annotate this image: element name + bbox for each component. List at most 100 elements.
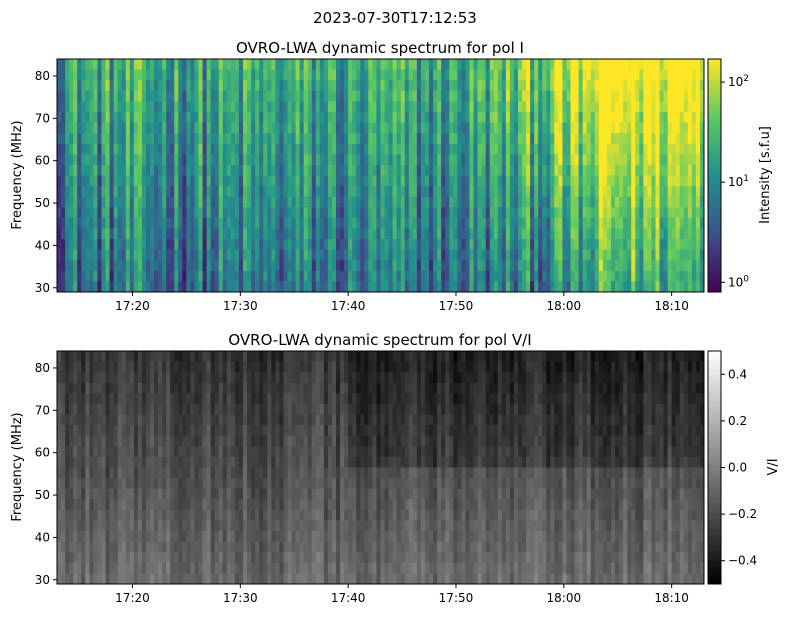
heatmap-cell xyxy=(85,541,90,553)
heatmap-cell xyxy=(501,90,507,102)
heatmap-cell xyxy=(150,456,155,468)
heatmap-cell xyxy=(141,217,147,229)
heatmap-cell xyxy=(295,228,301,240)
heatmap-cell xyxy=(206,249,212,261)
heatmap-cell xyxy=(77,552,82,564)
heatmap-cell xyxy=(271,90,276,102)
heatmap-cell xyxy=(404,133,410,145)
heatmap-cell xyxy=(133,531,139,543)
heatmap-cell xyxy=(505,90,511,102)
heatmap-cell xyxy=(93,175,98,187)
heatmap-cell xyxy=(230,260,236,272)
heatmap-cell xyxy=(372,175,377,187)
heatmap-cell xyxy=(154,175,159,187)
heatmap-cell xyxy=(69,101,74,113)
heatmap-cell xyxy=(65,541,70,553)
heatmap-cell xyxy=(101,249,106,261)
heatmap-cell xyxy=(315,217,321,229)
heatmap-cell xyxy=(287,196,292,208)
heatmap-cell xyxy=(530,260,535,272)
heatmap-cell xyxy=(101,101,106,113)
heatmap-cell xyxy=(635,239,640,251)
heatmap-cell xyxy=(174,531,179,543)
heatmap-cell xyxy=(255,186,260,198)
heatmap-cell xyxy=(295,281,301,293)
heatmap-cell xyxy=(222,249,228,261)
heatmap-cell xyxy=(311,478,317,490)
heatmap-cell xyxy=(190,207,195,219)
heatmap-cell xyxy=(218,260,224,272)
heatmap-cell xyxy=(105,382,110,394)
heatmap-cell xyxy=(259,488,264,500)
heatmap-cell xyxy=(267,270,272,282)
heatmap-cell xyxy=(275,509,280,521)
heatmap-cell xyxy=(133,509,139,521)
heatmap-cell xyxy=(81,80,86,92)
heatmap-cell xyxy=(412,133,418,145)
heatmap-cell xyxy=(247,111,252,123)
heatmap-cell xyxy=(226,446,232,458)
heatmap-cell xyxy=(667,228,673,240)
heatmap-cell xyxy=(615,80,620,92)
heatmap-cell xyxy=(396,186,402,198)
heatmap-cell xyxy=(247,393,252,405)
heatmap-cell xyxy=(263,186,268,198)
heatmap-cell xyxy=(105,111,110,123)
heatmap-cell xyxy=(267,249,272,261)
heatmap-cell xyxy=(691,186,697,198)
heatmap-cell xyxy=(178,186,183,198)
heatmap-cell xyxy=(327,249,333,261)
heatmap-cell xyxy=(65,133,70,145)
heatmap-cell xyxy=(420,122,426,134)
heatmap-cell xyxy=(433,69,438,81)
heatmap-cell xyxy=(465,186,470,198)
heatmap-cell xyxy=(263,228,268,240)
heatmap-cell xyxy=(433,59,438,70)
heatmap-cell xyxy=(287,425,292,437)
heatmap-cell xyxy=(546,111,551,123)
heatmap-cell xyxy=(647,143,652,155)
heatmap-cell xyxy=(534,133,539,145)
heatmap-cell xyxy=(327,207,333,219)
heatmap-cell xyxy=(69,531,74,543)
heatmap-cell xyxy=(671,69,677,81)
heatmap-cell xyxy=(263,488,268,500)
heatmap-cell xyxy=(372,196,377,208)
heatmap-cell xyxy=(259,69,264,81)
heatmap-cell xyxy=(73,228,78,240)
heatmap-cell xyxy=(509,281,515,293)
heatmap-cell xyxy=(441,164,446,176)
heatmap-cell xyxy=(198,80,203,92)
heatmap-cell xyxy=(105,351,110,362)
heatmap-cell xyxy=(113,228,119,240)
heatmap-cell xyxy=(522,122,527,134)
heatmap-cell xyxy=(234,499,240,511)
heatmap-cell xyxy=(109,196,115,208)
heatmap-cell xyxy=(230,133,236,145)
heatmap-cell xyxy=(513,90,519,102)
heatmap-cell xyxy=(416,59,422,70)
heatmap-cell xyxy=(190,270,195,282)
heatmap-cell xyxy=(121,143,127,155)
heatmap-cell xyxy=(105,541,110,553)
heatmap-cell xyxy=(162,435,167,447)
heatmap-cell xyxy=(538,228,543,240)
heatmap-cell xyxy=(505,101,511,113)
heatmap-cell xyxy=(206,59,212,70)
heatmap-cell xyxy=(424,239,430,251)
heatmap-cell xyxy=(247,562,252,574)
heatmap-cell xyxy=(267,164,272,176)
heatmap-cell xyxy=(194,562,199,574)
heatmap-cell xyxy=(526,270,531,282)
heatmap-cell xyxy=(206,239,212,251)
heatmap-cell xyxy=(582,154,588,166)
heatmap-cell xyxy=(166,541,171,553)
heatmap-cell xyxy=(526,133,531,145)
heatmap-cell xyxy=(202,175,208,187)
heatmap-cell xyxy=(85,478,90,490)
heatmap-cell xyxy=(655,239,660,251)
heatmap-cell xyxy=(271,488,276,500)
heatmap-cell xyxy=(303,143,309,155)
heatmap-cell xyxy=(315,175,321,187)
heatmap-cell xyxy=(154,260,159,272)
